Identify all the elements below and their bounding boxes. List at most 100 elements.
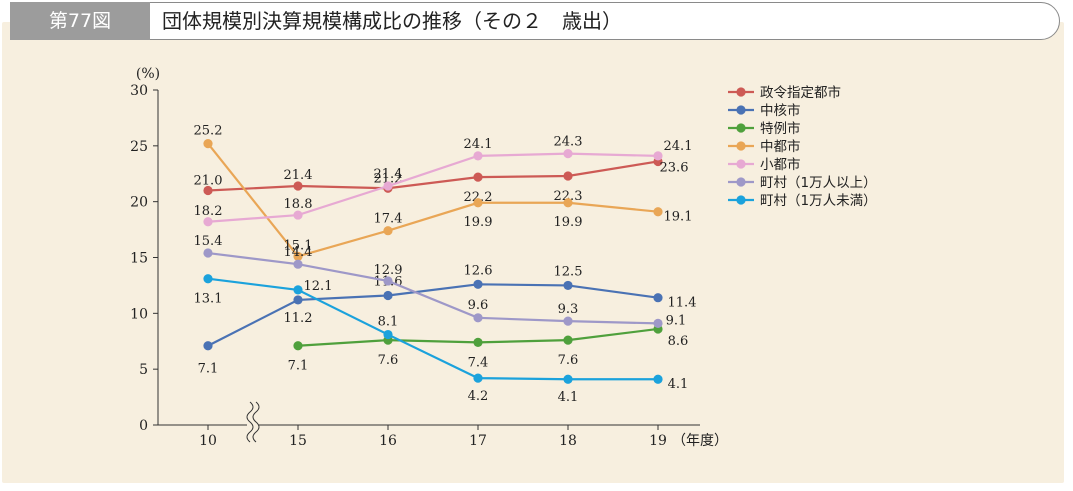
y-unit-label: (%)	[136, 66, 160, 82]
data-point	[473, 279, 483, 289]
y-tick-label: 20	[130, 195, 148, 211]
data-label: 23.6	[660, 160, 689, 175]
series-line	[207, 160, 659, 192]
data-point	[563, 335, 573, 345]
legend-label: 特例市	[760, 120, 801, 137]
data-label: 15.4	[194, 234, 223, 249]
data-label: 19.1	[664, 210, 693, 225]
data-label: 17.4	[374, 212, 403, 227]
data-point	[563, 374, 573, 384]
data-point	[653, 318, 663, 328]
data-point	[473, 198, 483, 208]
data-label: 8.1	[378, 315, 399, 330]
data-point	[383, 276, 393, 286]
y-tick-label: 30	[130, 83, 148, 99]
series-line	[207, 142, 659, 258]
data-label: 14.4	[284, 245, 313, 260]
y-tick-label: 0	[139, 418, 148, 434]
legend-swatch-marker	[736, 105, 746, 115]
axis-break-mark	[252, 401, 260, 443]
y-tick-label: 25	[130, 139, 148, 155]
data-point	[563, 280, 573, 291]
data-point	[653, 207, 663, 217]
data-point	[293, 285, 303, 295]
legend-swatch-marker	[736, 141, 746, 151]
data-point	[293, 295, 303, 305]
x-tick-label: 16	[379, 433, 397, 449]
data-point	[563, 198, 573, 208]
data-label: 7.1	[288, 359, 309, 374]
data-point	[473, 151, 483, 161]
data-point	[293, 251, 303, 261]
data-point	[383, 329, 393, 340]
series-line	[207, 277, 658, 381]
data-point	[203, 185, 213, 196]
data-label: 19.9	[464, 215, 493, 230]
series-line	[207, 152, 659, 223]
x-tick-label: 17	[469, 433, 487, 449]
y-tick-label: 10	[130, 306, 148, 322]
data-label: 7.1	[198, 362, 219, 377]
series-line	[207, 251, 659, 325]
x-tick-label: 19	[649, 433, 667, 449]
data-label: 11.4	[668, 296, 697, 311]
data-label: 24.3	[554, 135, 583, 150]
data-label: 24.1	[664, 139, 693, 154]
data-point	[473, 172, 483, 182]
data-point	[203, 341, 213, 351]
data-point	[563, 316, 573, 326]
x-tick-label: 15	[289, 433, 307, 449]
data-label: 7.6	[378, 353, 399, 368]
data-label: 13.1	[194, 292, 223, 307]
data-point	[653, 151, 663, 161]
data-label: 18.2	[194, 204, 223, 219]
data-label: 12.9	[374, 263, 403, 278]
data-label: 22.2	[464, 190, 493, 205]
series-line	[207, 283, 659, 347]
data-point	[293, 181, 303, 191]
data-label: 11.2	[284, 311, 313, 326]
x-tick-label: 18	[559, 433, 577, 449]
figure-header	[10, 2, 1060, 40]
figure-number: 第77図	[10, 2, 150, 40]
data-label: 25.2	[194, 124, 223, 139]
x-unit-label: （年度）	[672, 433, 728, 449]
data-label: 9.1	[666, 313, 687, 328]
legend-swatch-marker	[736, 87, 746, 97]
data-point	[293, 259, 303, 269]
data-point	[383, 181, 393, 191]
data-point	[473, 337, 483, 347]
data-point	[293, 341, 303, 351]
data-label: 18.8	[284, 197, 313, 212]
legend-swatch-marker	[736, 177, 746, 187]
legend-label: 政令指定都市	[760, 84, 841, 101]
data-point	[203, 139, 213, 149]
data-point	[473, 313, 483, 323]
data-point	[383, 290, 393, 301]
data-label: 21.4	[284, 168, 313, 183]
legend-label: 中都市	[760, 138, 801, 155]
data-label: 9.6	[468, 298, 489, 313]
data-label: 12.5	[554, 264, 583, 279]
data-label: 15.1	[284, 238, 313, 253]
data-label: 24.1	[464, 137, 493, 152]
data-point	[653, 293, 663, 303]
data-label: 4.1	[558, 390, 579, 405]
data-label: 22.3	[554, 189, 583, 204]
data-point	[563, 149, 573, 159]
y-tick-label: 15	[130, 251, 148, 267]
data-point	[473, 373, 483, 383]
data-point	[563, 171, 573, 181]
data-label: 7.6	[558, 353, 579, 368]
data-label: 19.9	[554, 215, 583, 230]
data-point	[203, 274, 213, 284]
axis-break-gap	[247, 400, 259, 444]
data-point	[653, 374, 663, 384]
legend-label: 町村（1万人以上）	[760, 175, 877, 191]
data-label: 21.0	[194, 174, 223, 189]
legend-label: 中核市	[760, 102, 801, 119]
data-label: 4.2	[468, 389, 489, 404]
figure-title: 団体規模別決算規模構成比の推移（その２ 歳出）	[162, 9, 622, 33]
data-label: 9.3	[558, 302, 579, 317]
